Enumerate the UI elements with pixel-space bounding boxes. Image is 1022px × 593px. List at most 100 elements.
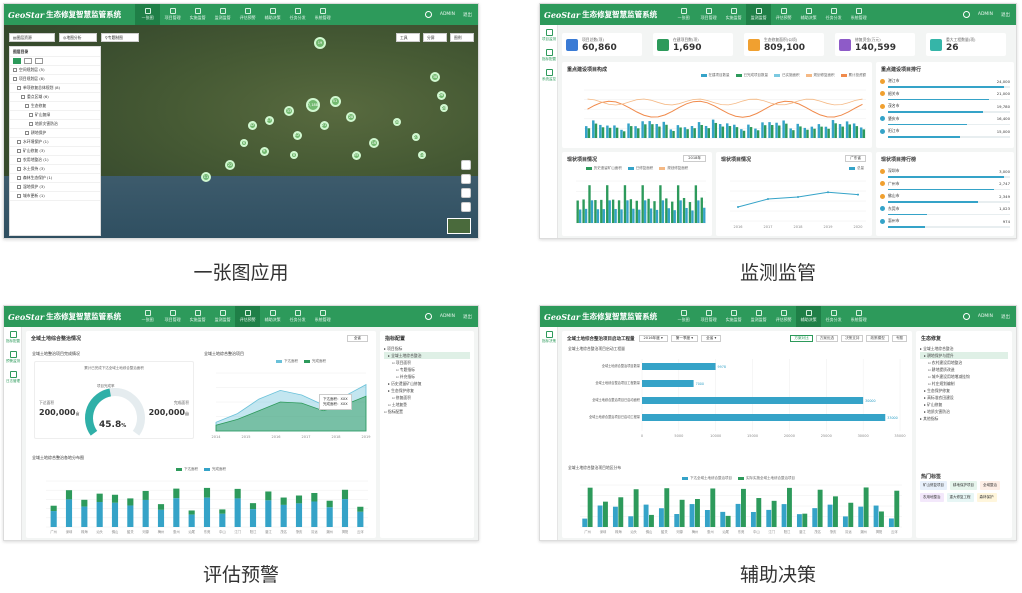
layer-item[interactable]: 空间规划层 (5) [10, 66, 100, 75]
nav-item[interactable]: 辅助决策 [260, 306, 285, 327]
decision-button[interactable]: 方案对比 [790, 335, 813, 342]
checkbox-icon[interactable] [17, 158, 21, 162]
tree-node[interactable]: ▫ 土地复垦 [388, 402, 407, 407]
tree-node[interactable]: ▸ 生态保护修复 [388, 388, 414, 393]
avatar-icon[interactable] [962, 11, 970, 18]
tree-node[interactable]: ▫ 补充指标 [396, 374, 415, 379]
tree-node[interactable]: ▫ 指标配置 [384, 409, 403, 414]
map-cluster-marker[interactable]: 30 [393, 118, 401, 126]
legend-item[interactable]: 下达面积 [176, 467, 198, 472]
map-cluster-marker[interactable]: 28 [346, 112, 356, 122]
side-menu-item[interactable]: 预警监测 [4, 347, 22, 367]
map-cluster-marker[interactable]: 33 [284, 106, 294, 116]
layer-item[interactable]: 城市更新 (1) [10, 192, 100, 201]
layer-tab-icon[interactable] [35, 58, 43, 64]
decision-button[interactable]: 政策模型 [866, 335, 889, 342]
checkbox-icon[interactable] [13, 68, 17, 72]
map-cluster-marker[interactable]: 16 [369, 138, 379, 148]
tree-node[interactable]: ▫ 耕地提质改造 [928, 367, 955, 372]
map-cluster-marker[interactable]: 21 [319, 120, 329, 130]
filter-select[interactable]: 第一季度 ▾ [670, 335, 699, 342]
nav-item[interactable]: 监测监管 [210, 306, 235, 327]
checkbox-icon[interactable] [17, 167, 21, 171]
legend-item[interactable]: 在建项目数量 [700, 73, 730, 78]
nav-item[interactable]: 实施监管 [185, 4, 210, 25]
tree-node[interactable]: ▸ 历史遗留矿山修复 [388, 381, 422, 386]
avatar-icon[interactable] [424, 11, 432, 18]
checkbox-icon[interactable] [13, 77, 17, 81]
nav-item[interactable]: 实施监管 [721, 4, 746, 25]
tree-node[interactable]: ▫ 项目面积 [392, 360, 411, 365]
nav-item[interactable]: 一张图 [671, 4, 696, 25]
tree-node[interactable]: ▫ 城乡建设用地增减挂钩 [928, 374, 970, 379]
map-cluster-marker[interactable]: 19 [314, 37, 326, 49]
checkbox-icon[interactable] [29, 122, 33, 126]
tree-node[interactable]: ▸ 全域土地综合整治 [384, 352, 470, 359]
logout-link[interactable]: 退出 [1001, 314, 1010, 320]
side-menu-item[interactable]: 指标配置 [540, 45, 558, 65]
tree-node[interactable]: ▸ 生态保护修复 [924, 388, 950, 393]
layer-item[interactable]: 单项修复总体规划 (8) [10, 84, 100, 93]
map-control-icon[interactable] [461, 174, 471, 184]
checkbox-icon[interactable] [17, 140, 21, 144]
region-select[interactable]: 广东省 [845, 155, 866, 162]
map-cluster-marker[interactable]: 35 [351, 150, 361, 160]
map-cluster-marker[interactable]: 8 [290, 151, 298, 159]
layer-item[interactable]: 水土保持 (3) [10, 165, 100, 174]
map-control-icon[interactable] [461, 160, 471, 170]
nav-item[interactable]: 项目管理 [160, 4, 185, 25]
nav-item[interactable]: 监测监管 [746, 306, 771, 327]
tag[interactable]: 全域整治 [980, 481, 1000, 490]
year-select[interactable]: 2018年 [683, 155, 706, 162]
side-menu-item[interactable]: 系统监控 [540, 65, 558, 85]
nav-item[interactable]: 评估预警 [235, 306, 261, 327]
legend-item[interactable]: 已修复面积 [627, 166, 653, 171]
layer-item[interactable]: 项目规划层 (8) [10, 75, 100, 84]
nav-item[interactable]: 一张图 [671, 306, 696, 327]
username[interactable]: ADMIN [977, 314, 993, 319]
legend-item[interactable]: 完成面积 [204, 467, 226, 472]
checkbox-icon[interactable] [17, 194, 21, 198]
map-cluster-marker[interactable]: 51 [329, 95, 341, 107]
logout-link[interactable]: 退出 [1001, 12, 1010, 18]
map-cluster-marker[interactable]: 38 [430, 72, 440, 82]
tag[interactable]: 森林保护 [976, 493, 997, 502]
tree-node[interactable]: ▫ 专题指标 [396, 367, 415, 372]
map-cluster-marker[interactable]: 42 [247, 120, 257, 130]
tree-node[interactable]: ▸ 项目指标 [384, 346, 403, 351]
map-control-icon[interactable] [461, 202, 471, 212]
layer-item[interactable]: 水环境保护 (1) [10, 138, 100, 147]
layer-item[interactable]: 矿山修复 (3) [10, 147, 100, 156]
layer-item[interactable]: 湿地保护 (3) [10, 183, 100, 192]
nav-item[interactable]: 辅助决策 [260, 4, 285, 25]
logout-link[interactable]: 退出 [463, 12, 472, 18]
tag[interactable]: 重大修复工程 [946, 493, 974, 502]
nav-item[interactable]: 一张图 [135, 4, 161, 25]
map-control-icon[interactable] [461, 188, 471, 198]
legend-item[interactable]: 下达面积 [276, 359, 298, 364]
layer-item[interactable]: 耕地保护 [10, 129, 100, 138]
nav-item[interactable]: 实施监管 [721, 306, 746, 327]
tree-node[interactable]: ▸ 全域土地综合整治 [920, 346, 954, 351]
map-cluster-marker[interactable]: 26 [436, 90, 446, 100]
nav-item[interactable]: 一张图 [135, 306, 160, 327]
tree-node[interactable]: ▫ 修复面积 [392, 395, 411, 400]
nav-item[interactable]: 监测监管 [210, 4, 235, 25]
side-menu-item[interactable]: 日志管理 [4, 367, 22, 387]
nav-item[interactable]: 项目管理 [160, 306, 185, 327]
minimap[interactable] [447, 218, 471, 234]
nav-item[interactable]: 项目管理 [696, 4, 721, 25]
map-cluster-marker[interactable]: 12 [292, 130, 302, 140]
map-cluster-marker[interactable]: 17 [264, 115, 274, 125]
map-cluster-marker[interactable]: 27 [412, 133, 420, 141]
nav-item[interactable]: 任务分发 [821, 306, 846, 327]
map-cluster-marker[interactable]: 11 [201, 172, 211, 182]
nav-item[interactable]: 系统管理 [846, 4, 871, 25]
map-cluster-marker[interactable]: 14 [418, 151, 426, 159]
nav-item[interactable]: 系统管理 [846, 306, 871, 327]
nav-item[interactable]: 评估预警 [771, 306, 796, 327]
tool-legend[interactable]: 图例 [450, 33, 474, 42]
tree-node[interactable]: ▸ 高标准农田建设 [924, 395, 954, 400]
checkbox-icon[interactable] [17, 149, 21, 153]
legend-item[interactable]: 累计投资额 [840, 73, 866, 78]
